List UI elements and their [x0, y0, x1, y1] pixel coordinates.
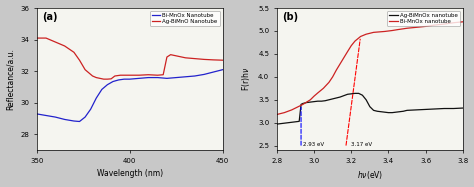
Text: 2.93 eV: 2.93 eV [303, 142, 324, 147]
Y-axis label: F(r)h$\nu$: F(r)h$\nu$ [240, 67, 253, 91]
Legend: Ag-BiMnOx nanotube, Bi-MnOx nanotube: Ag-BiMnOx nanotube, Bi-MnOx nanotube [387, 11, 460, 26]
Text: (a): (a) [42, 12, 58, 22]
X-axis label: Wavelength (nm): Wavelength (nm) [97, 169, 163, 178]
Text: (b): (b) [283, 12, 299, 22]
Text: 3.17 eV: 3.17 eV [351, 142, 373, 147]
Legend: Bi-MnOx Nanotube, Ag-BiMnO Nanotube: Bi-MnOx Nanotube, Ag-BiMnO Nanotube [150, 11, 220, 26]
Y-axis label: Reflectance/a.u.: Reflectance/a.u. [6, 48, 15, 110]
X-axis label: $h\nu$(eV): $h\nu$(eV) [357, 169, 383, 181]
